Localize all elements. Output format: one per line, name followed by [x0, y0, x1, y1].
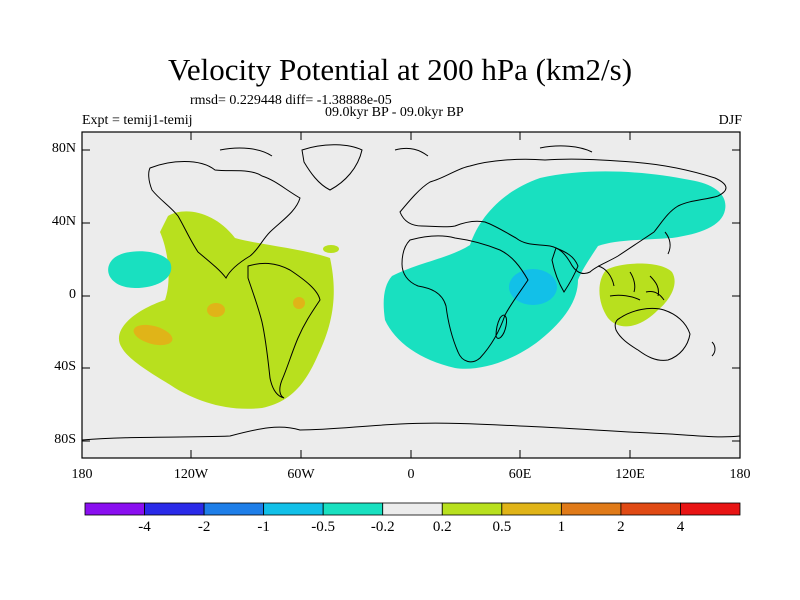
- lat-label-0: 0: [69, 287, 76, 302]
- positive-core-pacific-south: [133, 324, 173, 346]
- experiment-label: Expt = temij1-temij: [82, 113, 193, 128]
- colorbar-swatch: [620, 502, 681, 516]
- colorbar-swatch: [560, 502, 622, 516]
- colorbar-swatch: [501, 502, 562, 516]
- colorbar-label: -0.2: [370, 519, 395, 535]
- australia-coast: [614, 307, 691, 361]
- colorbar-swatch: [322, 502, 384, 516]
- rmsd-diff-stats: rmsd= 0.229448 diff= -1.38888e-05: [190, 93, 392, 108]
- madagascar-coast: [495, 314, 507, 339]
- lon-label-180w: 180: [71, 467, 93, 482]
- lon-label-120e: 120E: [615, 467, 645, 482]
- colorbar-swatch: [203, 502, 265, 516]
- positive-core-south-america: [293, 297, 305, 309]
- colorbar-label: -4: [138, 519, 151, 535]
- lon-label-60w: 60W: [287, 467, 315, 482]
- arctic-islands-coast: [219, 145, 593, 157]
- colorbar-swatch: [382, 502, 443, 516]
- antarctica-coast: [82, 422, 740, 441]
- lon-label-0: 0: [407, 467, 415, 482]
- colorbar-label: -1: [257, 519, 270, 535]
- colorbar: [84, 502, 741, 516]
- negative-core-horn-africa: [509, 269, 557, 305]
- colorbar-label: 0.2: [432, 519, 452, 535]
- africa-coast: [401, 235, 529, 363]
- colorbar-label: 1: [557, 519, 566, 535]
- colorbar-swatch: [441, 502, 503, 516]
- colorbar-label: 4: [676, 519, 685, 535]
- lon-label-180e: 180: [729, 467, 751, 482]
- chart-title: Velocity Potential at 200 hPa (km2/s): [167, 52, 633, 87]
- colorbar-label: 2: [617, 519, 625, 535]
- positive-small-patch: [323, 245, 339, 253]
- colorbar-label: 0.5: [492, 519, 512, 535]
- south-america-coast: [247, 262, 321, 399]
- positive-core-pacific: [207, 303, 225, 317]
- colorbar-swatch: [680, 502, 741, 516]
- colorbar-swatch: [263, 502, 324, 516]
- season-label: DJF: [718, 113, 742, 128]
- positive-anomaly-americas: [118, 211, 334, 409]
- lat-label-80n: 80N: [51, 141, 76, 156]
- coastlines: [82, 144, 740, 441]
- colorbar-label: -2: [197, 519, 211, 535]
- lat-label-40n: 40N: [51, 214, 76, 229]
- negative-anomaly-central-pacific: [108, 251, 172, 288]
- lon-label-60e: 60E: [508, 467, 532, 482]
- north-america-coast: [148, 161, 301, 279]
- lon-ticks: [81, 132, 741, 458]
- lat-ticks: [82, 149, 740, 442]
- colorbar-label: -0.5: [311, 519, 336, 535]
- new-zealand-coast: [711, 341, 716, 357]
- time-period: 09.0kyr BP - 09.0kyr BP: [325, 105, 464, 120]
- lat-label-40s: 40S: [54, 359, 76, 374]
- india-coast: [551, 247, 579, 293]
- colorbar-swatch: [84, 502, 145, 516]
- greenland-coast: [301, 144, 363, 191]
- japan-coast: [664, 231, 671, 255]
- eurasia-coast: [399, 158, 727, 275]
- lon-label-120w: 120W: [173, 467, 209, 482]
- lat-label-80s: 80S: [54, 432, 76, 447]
- southeast-asia-coast: [597, 265, 665, 301]
- positive-anomaly-maritime-continent: [599, 263, 675, 327]
- colorbar-swatch: [144, 502, 205, 516]
